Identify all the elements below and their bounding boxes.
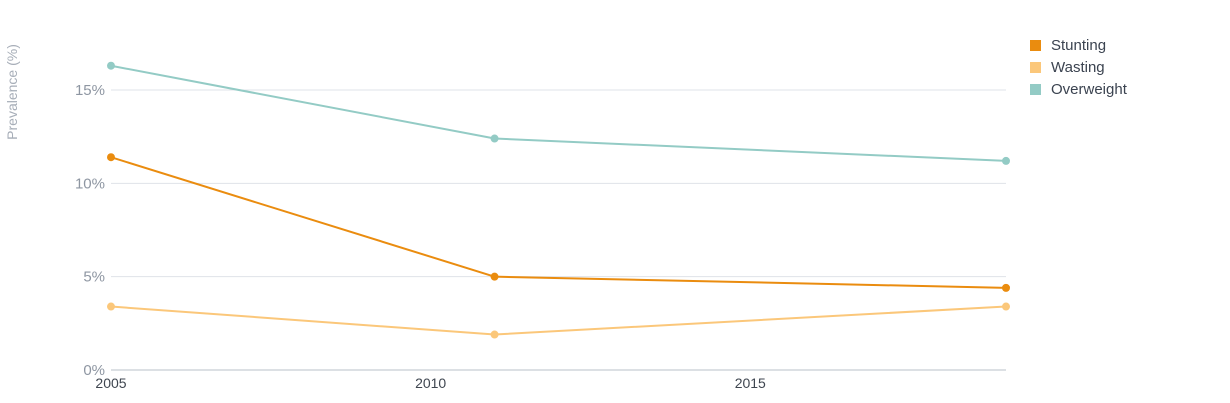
legend-label: Overweight — [1051, 80, 1127, 98]
y-axis-label: Prevalence (%) — [4, 44, 20, 140]
series-line-wasting — [110, 305, 1007, 336]
data-point-wasting[interactable] — [107, 302, 115, 311]
y-tick-label: 10% — [75, 175, 105, 192]
series-line-overweight — [110, 64, 1007, 162]
y-tick-label: 0% — [83, 362, 105, 379]
legend-label: Stunting — [1051, 36, 1107, 54]
legend-item-overweight[interactable]: Overweight — [1030, 78, 1127, 100]
legend-swatch — [1030, 83, 1041, 95]
legend-swatch — [1030, 39, 1041, 51]
x-tick-label: 2010 — [415, 375, 446, 391]
data-point-stunting[interactable] — [1002, 283, 1010, 292]
data-point-overweight[interactable] — [490, 134, 499, 143]
y-tick-label: 15% — [75, 82, 105, 99]
legend-label: Wasting — [1051, 58, 1105, 76]
data-point-stunting[interactable] — [490, 272, 499, 281]
legend: Stunting Wasting Overweight — [1030, 34, 1127, 100]
data-point-wasting[interactable] — [1002, 302, 1010, 311]
x-axis: 2005 2010 2015 — [95, 375, 766, 391]
legend-item-wasting[interactable]: Wasting — [1030, 56, 1127, 78]
data-point-overweight[interactable] — [107, 61, 115, 70]
legend-item-stunting[interactable]: Stunting — [1030, 34, 1127, 56]
data-point-overweight[interactable] — [1002, 156, 1010, 165]
data-point-wasting[interactable] — [490, 330, 499, 339]
series-layer — [107, 61, 1010, 339]
x-tick-label: 2005 — [95, 375, 126, 391]
data-point-stunting[interactable] — [107, 153, 115, 162]
legend-swatch — [1030, 61, 1041, 73]
y-tick-label: 5% — [83, 269, 105, 286]
x-tick-label: 2015 — [735, 375, 766, 391]
series-line-stunting — [110, 156, 1007, 289]
y-axis: 0% 5% 10% 15% — [75, 82, 105, 379]
grid-lines — [111, 89, 1006, 371]
